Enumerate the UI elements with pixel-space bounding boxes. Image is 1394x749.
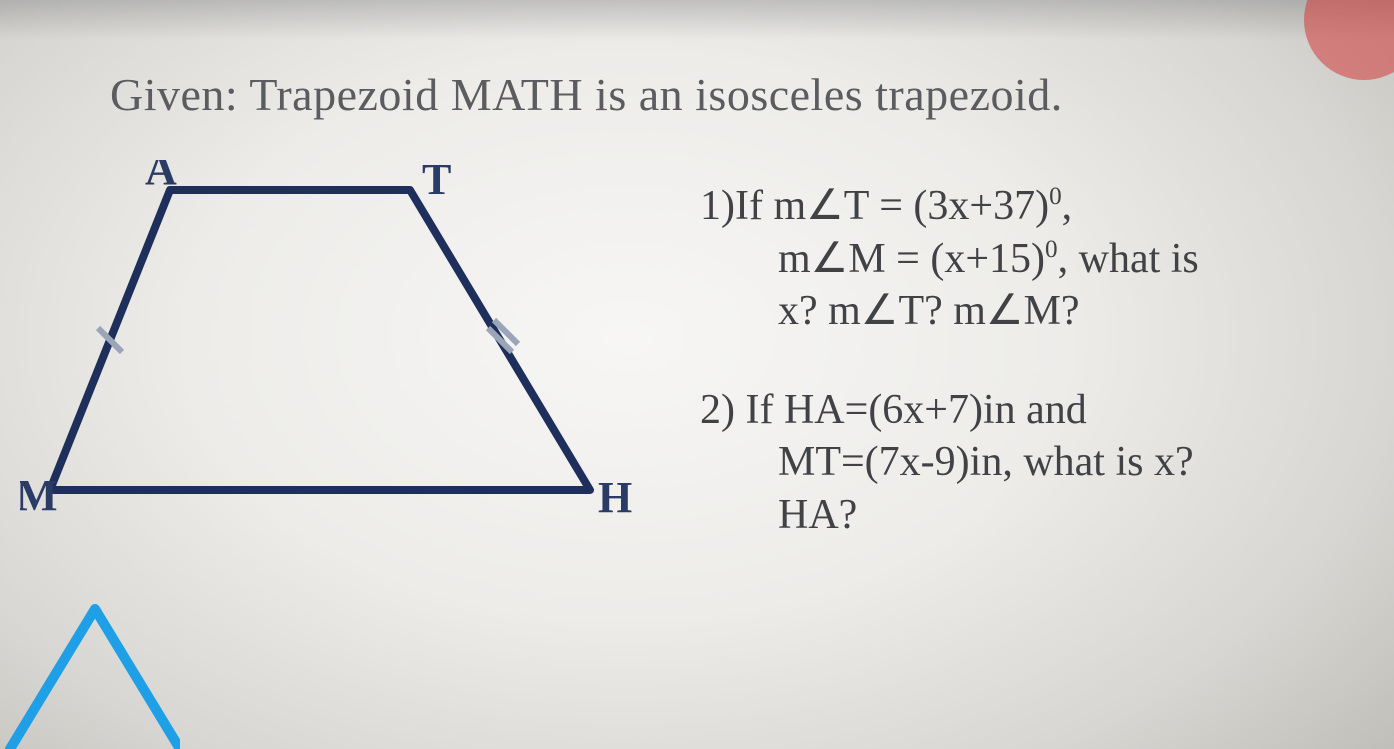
q2-number: 2) <box>700 387 735 433</box>
q1-l2a: m∠M = (x+15) <box>778 236 1045 282</box>
page: Given: Trapezoid MATH is an isosceles tr… <box>0 0 1394 749</box>
questions: 1)If m∠T = (3x+37)0, m∠M = (x+15)0, what… <box>700 180 1380 587</box>
label-A: A <box>145 160 177 194</box>
given-text: Given: Trapezoid MATH is an isosceles tr… <box>110 68 1063 121</box>
red-corner-accent <box>1304 0 1394 80</box>
question-1: 1)If m∠T = (3x+37)0, m∠M = (x+15)0, what… <box>700 180 1380 338</box>
q1-line2: m∠M = (x+15)0, what is <box>700 233 1380 286</box>
q1-l2b: , what is <box>1058 236 1199 282</box>
q1-deg2: 0 <box>1045 236 1058 263</box>
q2-line2: MT=(7x-9)in, what is x? <box>700 436 1380 489</box>
q1-deg1: 0 <box>1049 183 1062 210</box>
label-M: M <box>20 471 58 520</box>
blue-corner-shape <box>0 599 180 749</box>
trapezoid-figure: A T H M <box>20 160 660 540</box>
q2-line3: HA? <box>700 489 1380 542</box>
trapezoid-shape <box>50 190 590 490</box>
question-2: 2) If HA=(6x+7)in and MT=(7x-9)in, what … <box>700 384 1380 542</box>
q1-l1b: (3x+37) <box>913 183 1049 229</box>
q1-number: 1) <box>700 183 735 229</box>
label-T: T <box>422 160 451 204</box>
q1-l1a: If m∠T = <box>735 183 913 229</box>
top-shadow <box>0 0 1394 40</box>
label-H: H <box>598 473 632 522</box>
q1-line3: x? m∠T? m∠M? <box>700 285 1380 338</box>
q2-l1: If HA=(6x+7)in and <box>735 387 1087 433</box>
q1-l1c: , <box>1062 183 1073 229</box>
